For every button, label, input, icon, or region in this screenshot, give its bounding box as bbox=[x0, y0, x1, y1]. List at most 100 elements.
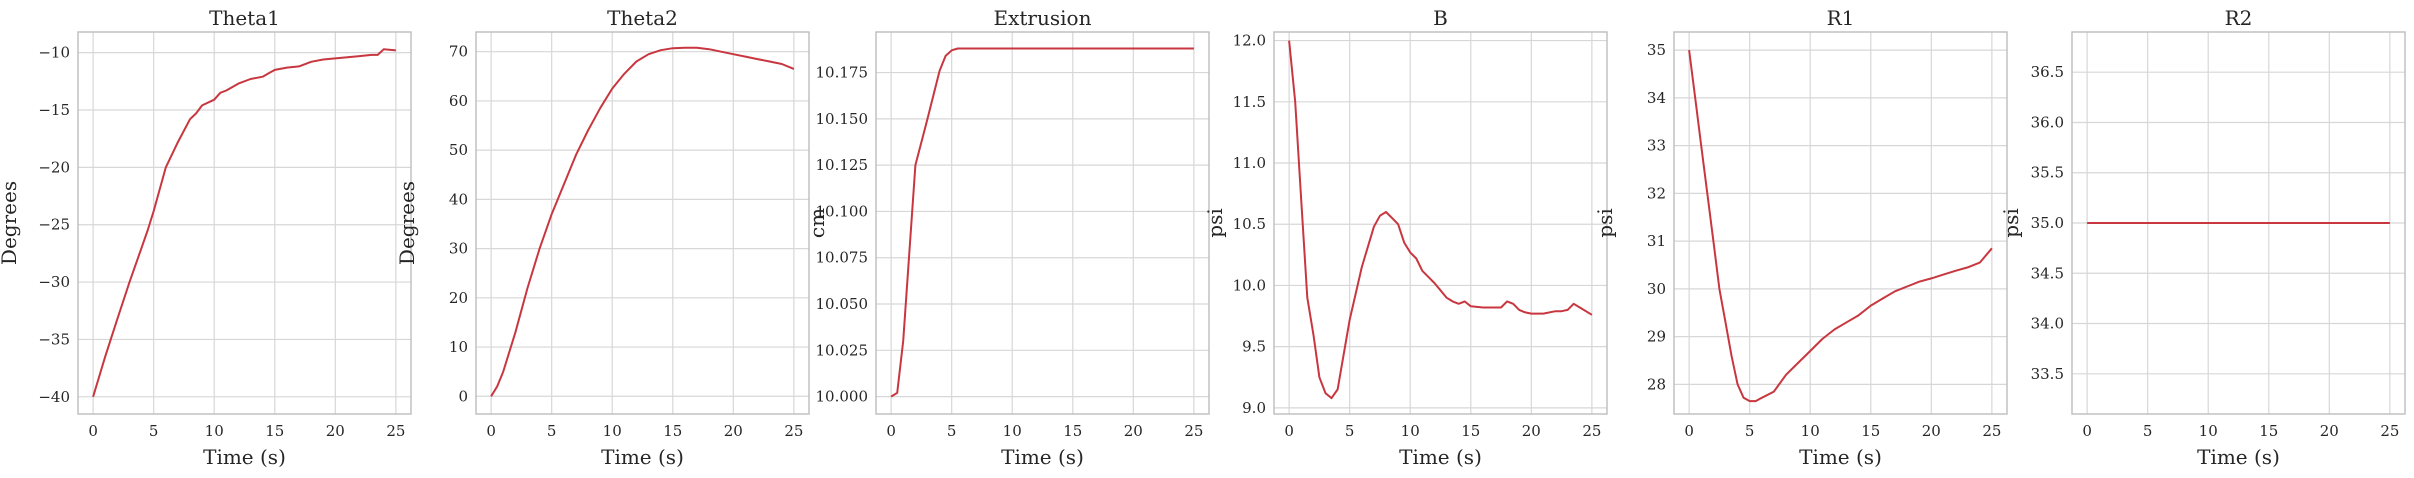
y-tick-label: −25 bbox=[38, 216, 70, 234]
y-tick-label: 10.125 bbox=[816, 156, 869, 174]
subplot-b: 0 5 10 15 20 25 9.0 9.5 10.0 10.5 11.0 11.5 12.0 B Tim… bbox=[1203, 6, 1608, 469]
x-tick-label: 5 bbox=[1745, 422, 1755, 440]
x-tick-label: 10 bbox=[1801, 422, 1820, 440]
y-tick-label: −30 bbox=[38, 273, 70, 291]
y-tick-label: 33.5 bbox=[2031, 365, 2064, 383]
y-tick-label: 31 bbox=[1647, 232, 1666, 250]
x-axis-label: Time (s) bbox=[1001, 445, 1084, 469]
x-tick-label: 15 bbox=[265, 422, 284, 440]
subplot-title: Extrusion bbox=[994, 6, 1092, 30]
y-tick-label: 10.0 bbox=[1233, 276, 1266, 294]
subplot-title: B bbox=[1433, 6, 1448, 30]
y-tick-label: 33 bbox=[1647, 137, 1666, 155]
x-tick-label: 25 bbox=[784, 422, 803, 440]
y-tick-label: 11.0 bbox=[1233, 154, 1266, 172]
x-tick-label: 10 bbox=[1401, 422, 1420, 440]
y-axis-label: Degrees bbox=[395, 181, 419, 265]
series-line bbox=[92, 48, 396, 398]
y-tick-label: −15 bbox=[38, 101, 70, 119]
y-tick-label: −35 bbox=[38, 330, 70, 348]
x-tick-label: 0 bbox=[886, 422, 896, 440]
x-tick-label: 0 bbox=[1284, 422, 1294, 440]
y-tick-label: 32 bbox=[1647, 184, 1666, 202]
x-tick-label: 0 bbox=[88, 422, 98, 440]
x-tick-label: 20 bbox=[1922, 422, 1941, 440]
x-tick-label: 25 bbox=[1582, 422, 1601, 440]
y-tick-label: 40 bbox=[449, 190, 468, 208]
x-tick-label: 15 bbox=[663, 422, 682, 440]
y-axis-label: Degrees bbox=[0, 181, 21, 265]
x-tick-label: 25 bbox=[386, 422, 405, 440]
y-tick-label: 0 bbox=[458, 387, 468, 405]
x-tick-label: 5 bbox=[2143, 422, 2153, 440]
y-axis-label: cm bbox=[805, 208, 829, 238]
y-tick-label: 34.0 bbox=[2031, 315, 2064, 333]
y-tick-label: 34 bbox=[1647, 89, 1666, 107]
subplot-theta2: 0 5 10 15 20 25 0 10 20 30 40 50 60 70 Theta2 Time (s) D… bbox=[395, 6, 810, 469]
y-tick-label: 29 bbox=[1647, 328, 1666, 346]
x-tick-label: 15 bbox=[1461, 422, 1480, 440]
x-tick-label: 10 bbox=[205, 422, 224, 440]
x-axis-label: Time (s) bbox=[1399, 445, 1482, 469]
y-tick-label: 10.5 bbox=[1233, 215, 1266, 233]
x-axis-label: Time (s) bbox=[601, 445, 684, 469]
x-tick-label: 0 bbox=[2082, 422, 2092, 440]
y-tick-label: 10.000 bbox=[816, 388, 869, 406]
subplot-theta1: 0 5 10 15 20 25 −40 −35 −30 −25 −20 −15 −10 Theta1 Tim… bbox=[0, 6, 412, 469]
y-tick-label: 50 bbox=[449, 141, 468, 159]
y-tick-label: 34.5 bbox=[2031, 264, 2064, 282]
subplot-extrusion: 0 5 10 15 20 25 10.000 10.025 10.050 10.075 10.100… bbox=[805, 6, 1210, 469]
y-tick-label: 9.5 bbox=[1242, 338, 1266, 356]
y-tick-label: 28 bbox=[1647, 375, 1666, 393]
subplot-title: Theta2 bbox=[607, 6, 678, 30]
y-tick-label: 10.175 bbox=[816, 64, 869, 82]
y-tick-label: 10.025 bbox=[816, 341, 869, 359]
series-line bbox=[890, 47, 1194, 398]
y-tick-label: 30 bbox=[1647, 280, 1666, 298]
subplot-title: R2 bbox=[2225, 6, 2253, 30]
subplot-r2: 0 5 10 15 20 25 33.5 34.0 34.5 35.0 35.5 36.0 36.5 R2… bbox=[1999, 6, 2406, 469]
plot-frame bbox=[2071, 31, 2406, 415]
subplot-title: Theta1 bbox=[209, 6, 280, 30]
series-line bbox=[1288, 40, 1593, 400]
x-tick-label: 25 bbox=[1982, 422, 2001, 440]
x-tick-label: 15 bbox=[1861, 422, 1880, 440]
subplot-r1: 0 5 10 15 20 25 28 29 30 31 32 33 34 35 R1 Time (s) psi bbox=[1593, 6, 2008, 469]
x-tick-label: 5 bbox=[1345, 422, 1355, 440]
y-tick-label: 10 bbox=[449, 338, 468, 356]
subplot-title: R1 bbox=[1827, 6, 1855, 30]
x-tick-label: 15 bbox=[1063, 422, 1082, 440]
series-line bbox=[1688, 49, 1993, 403]
y-tick-label: 9.0 bbox=[1242, 399, 1266, 417]
x-tick-label: 25 bbox=[2380, 422, 2399, 440]
y-tick-label: 36.0 bbox=[2031, 113, 2064, 131]
y-tick-label: 30 bbox=[449, 240, 468, 258]
x-tick-label: 10 bbox=[603, 422, 622, 440]
y-tick-label: 10.100 bbox=[816, 202, 869, 220]
x-tick-label: 10 bbox=[2199, 422, 2218, 440]
y-tick-label: −10 bbox=[38, 44, 70, 62]
x-tick-label: 5 bbox=[149, 422, 159, 440]
y-tick-label: 10.050 bbox=[816, 295, 869, 313]
y-tick-label: 35.5 bbox=[2031, 164, 2064, 182]
x-tick-label: 20 bbox=[1522, 422, 1541, 440]
y-tick-label: 10.075 bbox=[816, 249, 869, 267]
y-tick-label: 36.5 bbox=[2031, 63, 2064, 81]
y-tick-label: 60 bbox=[449, 92, 468, 110]
x-tick-label: 5 bbox=[547, 422, 557, 440]
y-axis-label: psi bbox=[1999, 208, 2023, 237]
x-axis-label: Time (s) bbox=[2197, 445, 2280, 469]
y-tick-label: −20 bbox=[38, 158, 70, 176]
x-axis-label: Time (s) bbox=[203, 445, 286, 469]
x-tick-label: 20 bbox=[1124, 422, 1143, 440]
y-tick-label: 11.5 bbox=[1233, 93, 1266, 111]
y-tick-label: −40 bbox=[38, 388, 70, 406]
x-tick-label: 25 bbox=[1184, 422, 1203, 440]
x-axis-label: Time (s) bbox=[1799, 445, 1882, 469]
y-axis-label: psi bbox=[1203, 208, 1227, 237]
y-tick-label: 35.0 bbox=[2031, 214, 2064, 232]
x-tick-label: 20 bbox=[326, 422, 345, 440]
x-tick-label: 20 bbox=[724, 422, 743, 440]
x-tick-label: 10 bbox=[1003, 422, 1022, 440]
